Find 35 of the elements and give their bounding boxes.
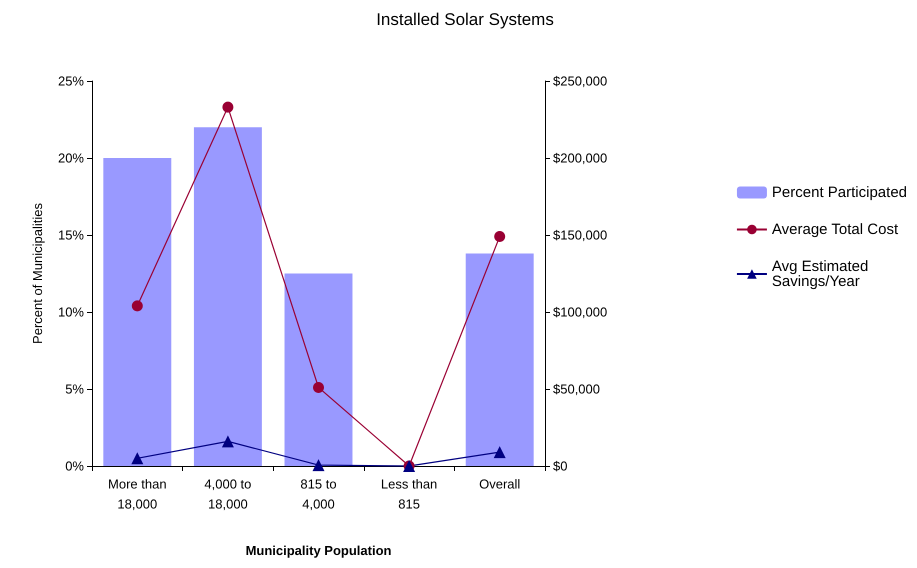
legend-label: Avg Estimated Savings/Year — [772, 258, 873, 290]
y-tick-label: 0% — [65, 458, 84, 474]
x-tick-label: 815 to 4,000 — [300, 476, 337, 512]
x-tick-label: 4,000 to 18,000 — [204, 476, 252, 512]
y2-tick-label: $250,000 — [553, 74, 608, 88]
y-axis-title: Percent of Municipalities — [30, 202, 45, 344]
chart-title: Installed Solar Systems — [376, 10, 554, 29]
x-tick-label: More than 18,000 — [108, 476, 167, 512]
bar — [466, 253, 534, 466]
point — [131, 452, 144, 464]
y2-tick-label: $100,000 — [553, 304, 608, 320]
legend-label: Average Total Cost — [772, 221, 899, 238]
bar — [194, 127, 262, 466]
y2-tick-label: $50,000 — [553, 382, 600, 396]
point — [494, 231, 506, 242]
bar — [284, 274, 352, 466]
legend-label: Percent Participated — [772, 184, 908, 201]
point — [313, 382, 324, 393]
y-tick-label: 10% — [58, 304, 84, 320]
point — [222, 435, 234, 448]
y2-tick-label: $0 — [553, 458, 568, 474]
bar — [103, 158, 172, 466]
x-tick-label: Less than 815 — [380, 476, 438, 512]
x-tick-label: Overall — [479, 476, 520, 492]
y-tick-label: 25% — [58, 74, 84, 88]
y2-tick-label: $200,000 — [553, 150, 608, 166]
point — [132, 300, 143, 312]
point — [222, 102, 234, 113]
x-axis-title: Municipality Population — [246, 543, 392, 558]
point — [494, 446, 506, 458]
y-tick-label: 15% — [58, 228, 84, 242]
y-tick-label: 5% — [65, 382, 84, 396]
point — [312, 459, 324, 472]
y-tick-label: 20% — [58, 150, 84, 166]
y2-tick-label: $150,000 — [553, 228, 608, 242]
